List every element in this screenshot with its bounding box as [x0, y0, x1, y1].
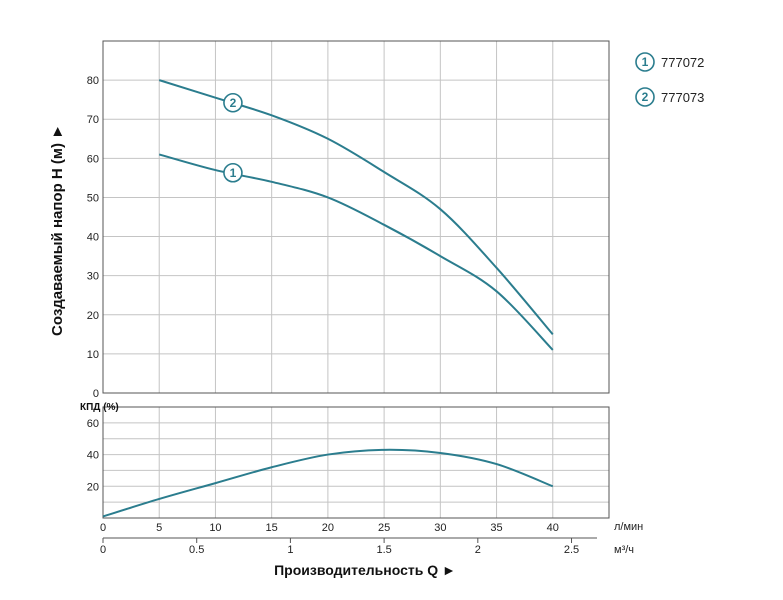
m3h-tick-label: 0 [100, 544, 106, 556]
marker-number: 2 [642, 90, 649, 104]
legend-marker-1: 1 [635, 52, 655, 72]
x-unit-m3h: м³/ч [614, 544, 634, 556]
efficiency-chart-frame [102, 406, 610, 519]
efficiency-label: КПД (%) [80, 402, 119, 413]
x-unit-lpm: л/мин [614, 521, 643, 533]
legend-item-1: 1 777072 [635, 52, 704, 72]
marker-number: 1 [642, 55, 649, 69]
y-tick-label: 40 [87, 232, 99, 244]
marker-number: 1 [230, 166, 237, 180]
y-tick-label: 20 [87, 310, 99, 322]
marker-circle [223, 92, 243, 113]
legend-item-2: 2 777073 [635, 87, 704, 107]
efficiency-y-tick-label: 40 [87, 450, 99, 462]
m3h-tick-label: 2.5 [564, 544, 579, 556]
legend-label: 777072 [661, 55, 704, 70]
efficiency-chart-grid [103, 407, 609, 518]
m3h-tick-label: 1.5 [376, 544, 391, 556]
legend-marker-2: 2 [635, 87, 655, 107]
marker-circle [635, 87, 655, 107]
y-tick-label: 0 [93, 388, 99, 400]
x-tick-label: 40 [547, 522, 559, 534]
legend: 1 777072 2 777073 [635, 52, 704, 107]
head-curves: 12 [158, 79, 554, 351]
y-tick-label: 80 [87, 75, 99, 87]
x-tick-label: 25 [378, 522, 390, 534]
efficiency-curve [102, 448, 554, 518]
head-y-ticks: 0 10 20 30 40 50 60 70 80 [87, 75, 99, 400]
x-tick-label: 5 [156, 522, 162, 534]
y-tick-label: 10 [87, 349, 99, 361]
head-chart-frame [102, 40, 610, 394]
marker-circle [223, 162, 243, 183]
efficiency-y-tick-label: 60 [87, 418, 99, 430]
m3h-tick-label: 0.5 [189, 544, 204, 556]
x-axis-label: Производительность Q ► [274, 562, 456, 578]
marker-number: 2 [230, 96, 237, 110]
efficiency-y-tick-label: 20 [87, 481, 99, 493]
head-chart-grid [103, 41, 609, 393]
m3h-tick-label: 2 [475, 544, 481, 556]
efficiency-curves [102, 448, 554, 518]
y-tick-label: 70 [87, 114, 99, 126]
x-tick-label: 35 [490, 522, 502, 534]
x-ticks-lpm: 0 5 10 15 20 25 30 35 40 [100, 522, 559, 534]
curve-marker-1: 1 [223, 162, 243, 183]
marker-circle [635, 52, 655, 72]
y-tick-label: 30 [87, 271, 99, 283]
x-tick-label: 30 [434, 522, 446, 534]
legend-label: 777073 [661, 90, 704, 105]
curve-marker-2: 2 [223, 92, 243, 113]
x-tick-label: 0 [100, 522, 106, 534]
y-tick-label: 60 [87, 153, 99, 165]
y-axis-label: Создаваемый напор H (м) ► [49, 124, 66, 336]
x-tick-label: 20 [322, 522, 334, 534]
x-tick-label: 10 [209, 522, 221, 534]
efficiency-y-ticks: 20 40 60 [87, 418, 99, 493]
x-tick-label: 15 [266, 522, 278, 534]
x-axis-m3h: 0 0.5 1 1.5 2 2.5 [100, 537, 597, 556]
head-curve-2 [158, 79, 554, 335]
m3h-tick-label: 1 [287, 544, 293, 556]
head-curve-1 [158, 153, 554, 351]
y-tick-label: 50 [87, 192, 99, 204]
